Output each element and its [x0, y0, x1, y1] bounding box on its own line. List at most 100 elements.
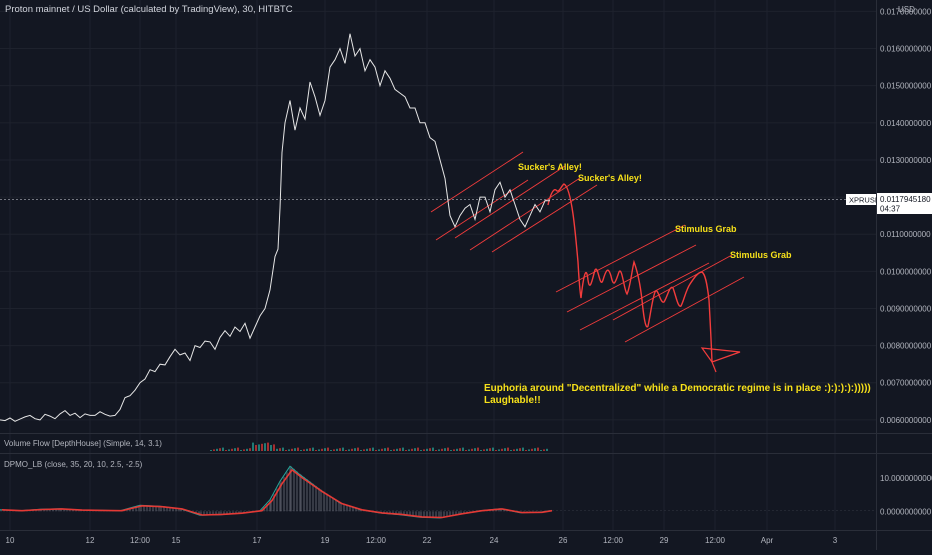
projection-arrow-tail[interactable]	[711, 361, 717, 373]
volume-bar	[537, 447, 539, 451]
dpmo-hist-bar	[335, 499, 337, 512]
volume-bar	[309, 448, 311, 451]
dpmo-hist-bar	[218, 511, 220, 515]
dpmo-hist-bar	[349, 506, 351, 512]
dpmo-hist-bar	[232, 511, 234, 514]
dpmo-hist-bar	[303, 476, 305, 512]
dpmo-hist-bar	[180, 508, 182, 512]
volume-bar	[297, 447, 299, 451]
time-tick-label: 12:00	[603, 536, 624, 545]
volume-bar	[336, 448, 338, 451]
volume-flow-bars[interactable]	[210, 442, 548, 451]
dpmo-hist-bar	[203, 511, 205, 516]
volume-bar	[543, 449, 545, 451]
dpmo-hist-bar	[420, 511, 422, 518]
time-tick-label: 15	[172, 536, 181, 545]
dpmo-hist-bar	[198, 511, 200, 515]
channel-line[interactable]	[469, 177, 581, 251]
price-tick-label: 0.0130000000	[880, 156, 932, 165]
dpmo-hist-bar	[318, 488, 320, 512]
annotation-stimulus-grab-2[interactable]: Stimulus Grab	[730, 250, 792, 260]
volume-bar	[462, 447, 464, 451]
dpmo-hist-bar	[69, 509, 71, 512]
dpmo-hist-bar	[235, 511, 237, 514]
time-axis[interactable]: 10 12 12:00 15 17 19 12:00 22 24 26 12:00 29 12:00 Ap…	[6, 536, 838, 545]
dpmo-main-line[interactable]	[1, 468, 553, 519]
volume-bar	[333, 449, 335, 451]
dpmo-hist-bar	[315, 485, 317, 512]
volume-bar	[222, 447, 224, 451]
time-tick-label: 19	[321, 536, 330, 545]
volume-bar	[240, 450, 242, 451]
volume-bar	[381, 448, 383, 451]
price-series-line[interactable]	[0, 33, 550, 422]
channel-line[interactable]	[624, 276, 745, 343]
dpmo-hist-bar	[240, 511, 242, 514]
dpmo-hist-bar	[326, 493, 328, 512]
dpmo-hist-bar	[435, 511, 437, 518]
dpmo-axis[interactable]: 0.0000000000 10.0000000000	[880, 474, 932, 516]
dpmo-hist-bar	[340, 503, 342, 512]
dpmo-hist-bar	[500, 508, 502, 512]
volume-bar	[378, 449, 380, 451]
volume-bar	[486, 448, 488, 451]
volume-bar	[246, 448, 248, 451]
volume-bar	[255, 445, 257, 451]
dpmo-hist-bar	[149, 505, 151, 512]
dpmo-hist-bar	[300, 474, 302, 512]
price-tick-label: 0.0100000000	[880, 267, 932, 276]
volume-bar	[345, 450, 347, 451]
projection-arrow[interactable]	[700, 347, 741, 363]
dpmo-hist-bar	[406, 511, 408, 516]
annotation-comment-line-2[interactable]: Laughable!!	[484, 395, 541, 406]
volume-bar	[267, 442, 269, 451]
volume-bar	[495, 450, 497, 451]
dpmo-hist-bar	[398, 511, 400, 515]
volume-bar	[459, 448, 461, 451]
volume-bar	[225, 450, 227, 451]
volume-bar	[321, 448, 323, 451]
dpmo-hist-bar	[283, 476, 285, 512]
volume-bar	[303, 449, 305, 451]
volume-bar	[264, 443, 266, 451]
price-tick-label: 0.0060000000	[880, 416, 932, 425]
annotation-suckers-alley-1[interactable]: Sucker's Alley!	[518, 162, 582, 172]
volume-bar	[402, 447, 404, 451]
dpmo-hist-bar	[229, 511, 231, 515]
time-tick-label: 10	[6, 536, 15, 545]
channel-line[interactable]	[454, 165, 566, 239]
dpmo-hist-bar	[226, 511, 228, 515]
dpmo-hist-bar	[289, 467, 291, 512]
time-tick-label: 12:00	[130, 536, 151, 545]
channel-line[interactable]	[579, 262, 710, 331]
channel-line[interactable]	[430, 151, 524, 213]
dpmo-title[interactable]: DPMO_LB (close, 35, 20, 10, 2.5, -2.5)	[4, 460, 143, 469]
volume-flow-title[interactable]: Volume Flow [DepthHouse] (Simple, 14, 3.…	[4, 439, 162, 448]
volume-bar	[261, 443, 263, 451]
dpmo-hist-bar	[346, 505, 348, 512]
volume-bar	[270, 445, 272, 451]
dpmo-hist-bar	[395, 511, 397, 515]
volume-bar	[420, 450, 422, 451]
annotation-suckers-alley-2[interactable]: Sucker's Alley!	[578, 173, 642, 183]
drawings-layer[interactable]	[0, 151, 876, 373]
time-tick-label: 12	[86, 536, 95, 545]
volume-bar	[243, 449, 245, 451]
volume-bar	[405, 450, 407, 451]
volume-bar	[414, 448, 416, 451]
channel-line[interactable]	[435, 179, 529, 241]
channel-line[interactable]	[555, 224, 686, 293]
dpmo-hist-bar	[332, 497, 334, 512]
dpmo-hist-bar	[49, 509, 51, 512]
projection-path[interactable]	[547, 183, 713, 363]
volume-bar	[504, 448, 506, 451]
channel-line[interactable]	[491, 184, 598, 253]
dpmo-hist-bar	[400, 511, 402, 515]
volume-bar	[531, 448, 533, 451]
annotation-stimulus-grab-1[interactable]: Stimulus Grab	[675, 224, 737, 234]
dpmo-hist-bar	[458, 511, 460, 515]
dpmo-hist-bar	[166, 507, 168, 512]
annotation-comment-line-1[interactable]: Euphoria around "Decentralized" while a …	[484, 383, 871, 394]
